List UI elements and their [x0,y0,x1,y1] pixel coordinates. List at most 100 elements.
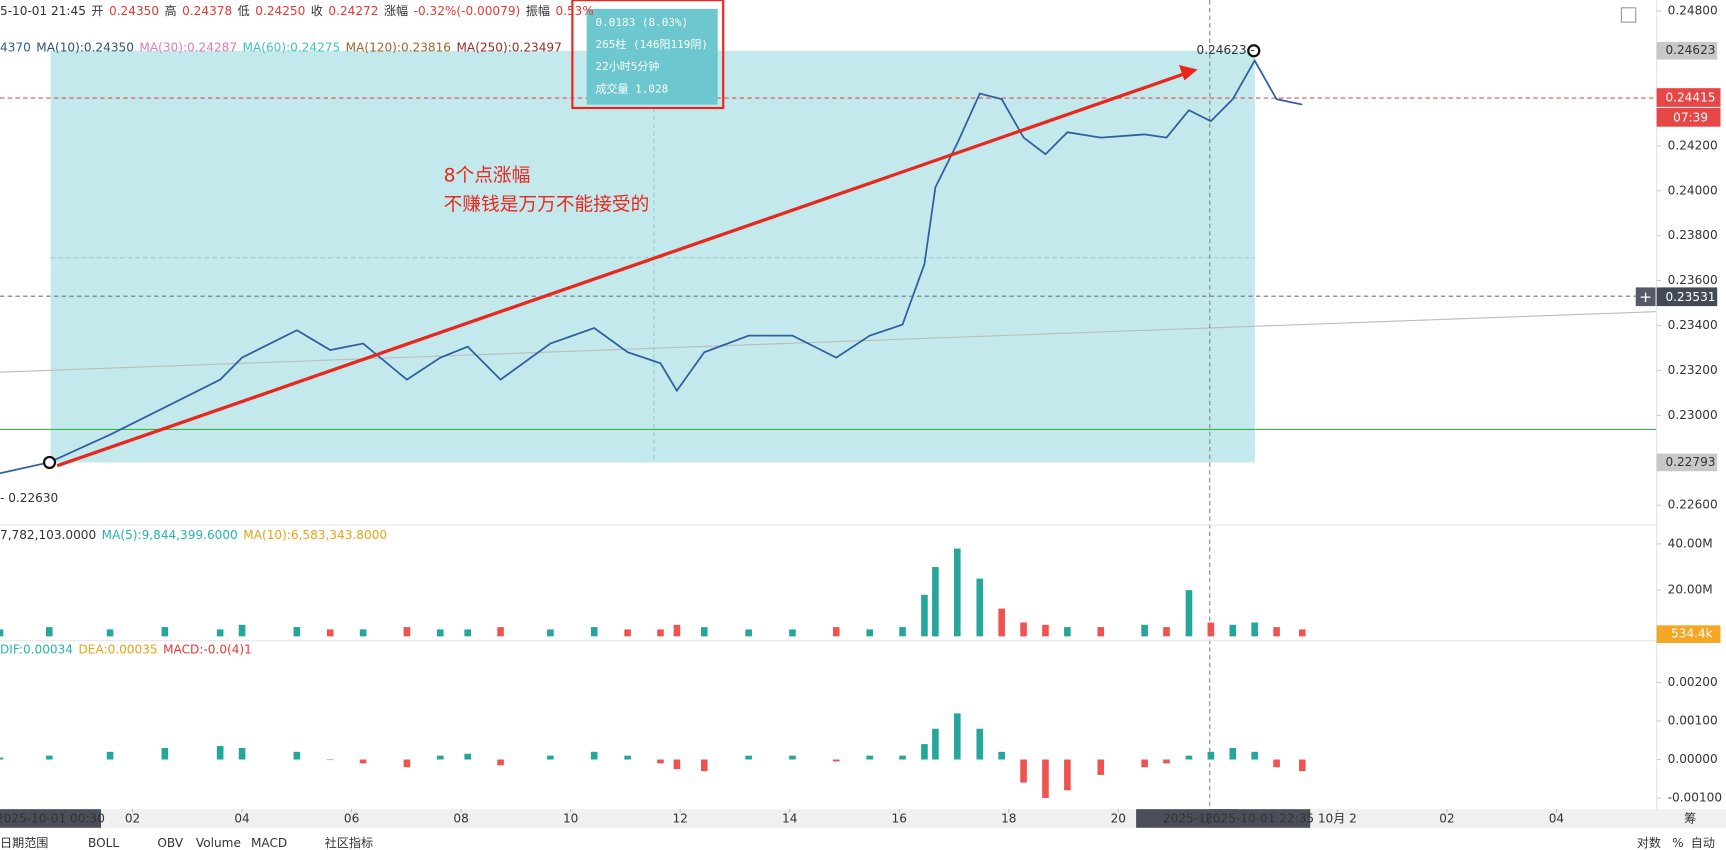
y-tick-label: 40.00M [1668,536,1713,550]
x-tick-label: 10月 2 [1318,812,1357,826]
bar [789,755,796,760]
bar [106,629,114,637]
bar [899,627,906,637]
bar [1273,627,1280,637]
badge-text: 0.23531 [1665,290,1715,304]
price-line [0,58,1303,475]
badge [1656,287,1718,307]
toolbar-button[interactable]: OBV [157,836,183,850]
bar [403,759,411,768]
bar [1141,759,1148,768]
annotation: 不赚钱是万万不能接受的 [444,194,650,215]
legend-item: 0.24250 [255,4,305,18]
legend-item: MA(10):6,583,343.8000 [243,528,387,542]
toolbar-button[interactable]: 自动 [1691,836,1715,850]
x-marker-label: 2025-1( [1163,812,1211,826]
bar [1097,627,1105,637]
bar [1185,755,1193,760]
legend-item: DIF:0.00034 [0,642,73,656]
bar [547,755,554,760]
y-tick-label: 0.23800 [1668,228,1718,242]
bar [359,629,367,637]
bar [216,629,224,637]
toolbar-button[interactable]: 社区指标 [325,835,373,850]
bar [238,747,246,760]
legend-item: 0.24378 [182,4,232,18]
bar [1299,629,1306,637]
bar [700,627,708,637]
bar [0,629,4,637]
y-tick-label: 0.24000 [1668,183,1718,197]
bar [0,757,4,760]
bar [590,751,598,760]
legend-item: MA(30):0.24287 [139,40,237,54]
bar [1229,747,1237,760]
legend-item: 7,782,103.0000 [0,528,96,542]
badge-text: 534.4k [1671,627,1713,641]
toolbar-button[interactable]: % [1672,836,1684,850]
bar [497,627,504,637]
bar [1020,622,1027,637]
toolbar-button[interactable]: BOLL [88,836,119,850]
plus-icon: + [1639,288,1652,306]
badge [1656,625,1721,643]
legend-item: 低 [238,4,250,18]
bar [437,755,444,760]
bar [1064,627,1071,637]
bar [590,627,598,637]
toolbar-button[interactable]: Volume [196,836,241,850]
toolbar-button[interactable]: 对数 [1637,835,1661,850]
y-tick-label: 0.00100 [1668,714,1718,728]
ma-legend: 4370 MA(10):0.24350 MA(30):0.24287 MA(60):0… [0,40,562,54]
chips-button[interactable]: 筹 [1684,812,1696,826]
fullscreen-icon[interactable] [1620,7,1637,23]
bar [45,755,53,760]
bar [1207,622,1215,637]
x-marker-bg [1208,809,1311,828]
legend-item: 5-10-01 21:45 [0,4,86,18]
bar [921,744,928,760]
bar [326,629,334,637]
y-tick-label: 0.24200 [1668,138,1718,152]
x-tick-label: 06 [344,812,359,826]
bar [161,627,169,637]
bar [899,755,906,760]
legend-item: DEA:0.00035 [78,642,157,656]
bar [1251,751,1258,760]
y-tick-label: 0.23000 [1668,408,1718,422]
bar [326,759,334,761]
bar [106,751,114,760]
bar [673,624,681,637]
bar [932,728,939,760]
legend-item: 高 [165,3,177,18]
bar [932,567,939,637]
bar [1064,759,1071,791]
add-button[interactable] [1635,287,1656,307]
annotation: 8个点涨幅 [444,166,531,187]
bar [1020,759,1027,783]
legend-item: 0.24272 [328,4,378,18]
bar [976,578,984,637]
measure-tooltip [586,8,718,105]
toolbar-button[interactable]: MACD [251,836,287,850]
low-point [42,455,57,470]
bar [1207,751,1215,760]
bar [673,759,681,770]
x-tick-label: 14 [782,812,798,826]
badge [1656,41,1718,60]
bar [497,759,504,766]
bar [832,627,840,637]
legend-item: MA(120):0.23816 [346,40,451,54]
measure-text: 22小时5分钟 [596,59,660,73]
badge-text: 0.24415 [1665,91,1715,105]
legend-item: MA(60):0.24275 [243,40,341,54]
bar [921,594,928,637]
bar [547,629,554,637]
bar [1042,624,1049,637]
toolbar-button[interactable]: 日期范围 [0,836,48,850]
arrow [56,72,1185,468]
x-tick-label: 16 [892,812,907,826]
x-tick-label: 02 [1439,812,1454,826]
legend-item: 0.24350 [109,4,159,18]
bar [1163,759,1170,764]
